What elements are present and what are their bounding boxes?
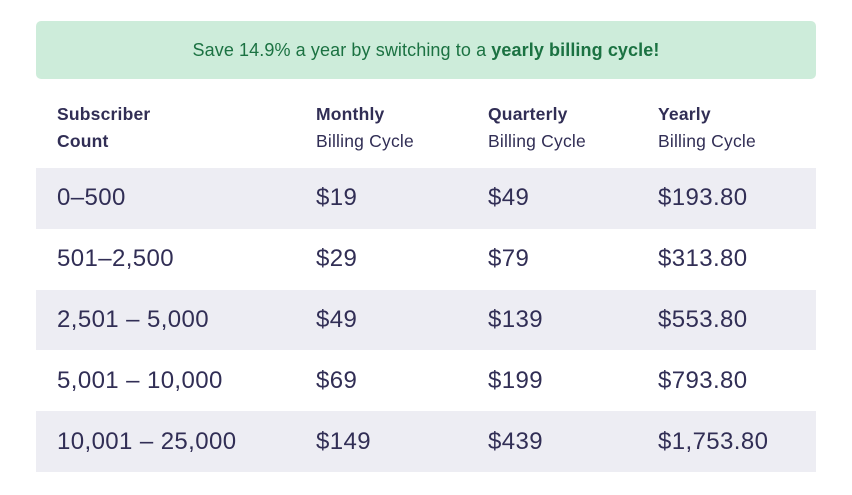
column-header-title: Quarterly xyxy=(488,104,568,124)
column-header-monthly: Monthly Billing Cycle xyxy=(316,101,488,155)
subscriber-count-cell: 2,501 – 5,000 xyxy=(57,305,210,333)
subscriber-count-cell: 0–500 xyxy=(57,184,126,212)
column-header-title: Subscriber xyxy=(57,104,151,124)
subscriber-count-cell: 10,001 – 25,000 xyxy=(57,427,237,455)
table-row: 501–2,500 $29 $79 $313.80 xyxy=(36,229,816,290)
quarterly-price-cell: $439 xyxy=(488,427,543,455)
subscriber-count-cell: 5,001 – 10,000 xyxy=(57,366,223,394)
yearly-price-cell: $1,753.80 xyxy=(658,427,769,455)
table-body: 0–500 $19 $49 $193.80 501–2,500 $29 $79 $313.80… xyxy=(36,168,816,472)
savings-banner: Save 14.9% a year by switching to a year… xyxy=(36,21,816,79)
quarterly-price-cell: $139 xyxy=(488,305,543,333)
column-header-title: Monthly xyxy=(316,104,385,124)
table-row: 5,001 – 10,000 $69 $199 $793.80 xyxy=(36,350,816,411)
table-row: 10,001 – 25,000 $149 $439 $1,753.80 xyxy=(36,411,816,472)
table-row: 0–500 $19 $49 $193.80 xyxy=(36,168,816,229)
column-header-subtitle: Count xyxy=(57,131,109,151)
subscriber-count-cell: 501–2,500 xyxy=(57,245,175,273)
quarterly-price-cell: $199 xyxy=(488,366,543,394)
yearly-price-cell: $193.80 xyxy=(658,184,748,212)
pricing-page: Save 14.9% a year by switching to a year… xyxy=(36,21,816,472)
column-header-subtitle: Billing Cycle xyxy=(658,131,756,151)
column-header-yearly: Yearly Billing Cycle xyxy=(658,101,816,155)
monthly-price-cell: $149 xyxy=(316,427,371,455)
yearly-price-cell: $793.80 xyxy=(658,366,748,394)
savings-banner-text: Save 14.9% a year by switching to a year… xyxy=(193,40,660,61)
monthly-price-cell: $69 xyxy=(316,366,358,394)
table-row: 2,501 – 5,000 $49 $139 $553.80 xyxy=(36,289,816,351)
column-header-title: Yearly xyxy=(658,104,711,124)
quarterly-price-cell: $49 xyxy=(488,184,530,212)
yearly-price-cell: $553.80 xyxy=(658,305,748,333)
column-header-subtitle: Billing Cycle xyxy=(316,131,414,151)
savings-banner-highlight: yearly billing cycle! xyxy=(491,39,660,60)
column-header-subtitle: Billing Cycle xyxy=(488,131,586,151)
table-header-row: Subscriber Count Monthly Billing Cycle Quart… xyxy=(36,101,816,155)
column-header-quarterly: Quarterly Billing Cycle xyxy=(488,101,658,155)
yearly-price-cell: $313.80 xyxy=(658,245,748,273)
column-header-subscriber-count: Subscriber Count xyxy=(36,101,316,155)
quarterly-price-cell: $79 xyxy=(488,245,530,273)
monthly-price-cell: $49 xyxy=(316,305,358,333)
savings-banner-prefix: Save 14.9% a year by switching to a xyxy=(192,39,492,60)
monthly-price-cell: $19 xyxy=(316,184,358,212)
monthly-price-cell: $29 xyxy=(316,245,358,273)
